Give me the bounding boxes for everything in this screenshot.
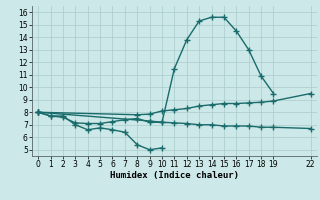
X-axis label: Humidex (Indice chaleur): Humidex (Indice chaleur): [110, 171, 239, 180]
